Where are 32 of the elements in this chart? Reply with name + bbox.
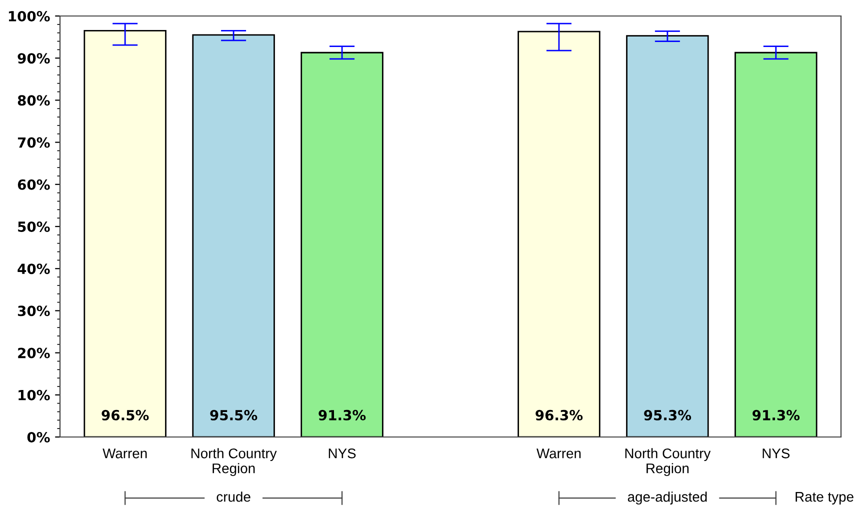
- data-label: 95.5%: [210, 410, 258, 420]
- bar: [84, 30, 166, 437]
- y-tick-label: 30%: [18, 306, 50, 316]
- data-label: 91.3%: [752, 410, 800, 420]
- text: Rate type: [796, 492, 854, 504]
- y-tick-label: 100%: [8, 10, 50, 22]
- bar: [192, 34, 275, 437]
- x-tick-label: NYS: [762, 448, 790, 458]
- x-tick-label: Warren: [536, 448, 581, 458]
- y-tick-label: 0%: [27, 432, 50, 442]
- y-tick-label: 50%: [18, 221, 50, 232]
- y-tick-label: 20%: [18, 348, 50, 358]
- data-label: 96.3%: [536, 410, 583, 420]
- data-label: 95.3%: [644, 410, 692, 420]
- y-tick-label: 40%: [18, 264, 50, 274]
- data-label: 96.5%: [102, 410, 149, 420]
- x-tick-label: North Country Region: [191, 448, 277, 476]
- x-tick-label: NYS: [328, 448, 356, 458]
- y-tick-label: 70%: [18, 137, 50, 148]
- y-tick-label: 90%: [18, 53, 50, 64]
- bar: [300, 52, 384, 437]
- text: crude: [216, 492, 250, 502]
- bar: [626, 35, 709, 437]
- y-tick-label: 10%: [18, 390, 50, 400]
- data-label: 91.3%: [318, 410, 366, 420]
- x-tick-label: Warren: [102, 448, 147, 458]
- text: age-adjusted: [628, 492, 707, 505]
- y-tick-label: 60%: [18, 179, 50, 190]
- bar: [734, 52, 818, 437]
- x-tick-label: North Country Region: [625, 448, 711, 476]
- y-tick-label: 80%: [18, 95, 50, 106]
- bar: [518, 30, 600, 437]
